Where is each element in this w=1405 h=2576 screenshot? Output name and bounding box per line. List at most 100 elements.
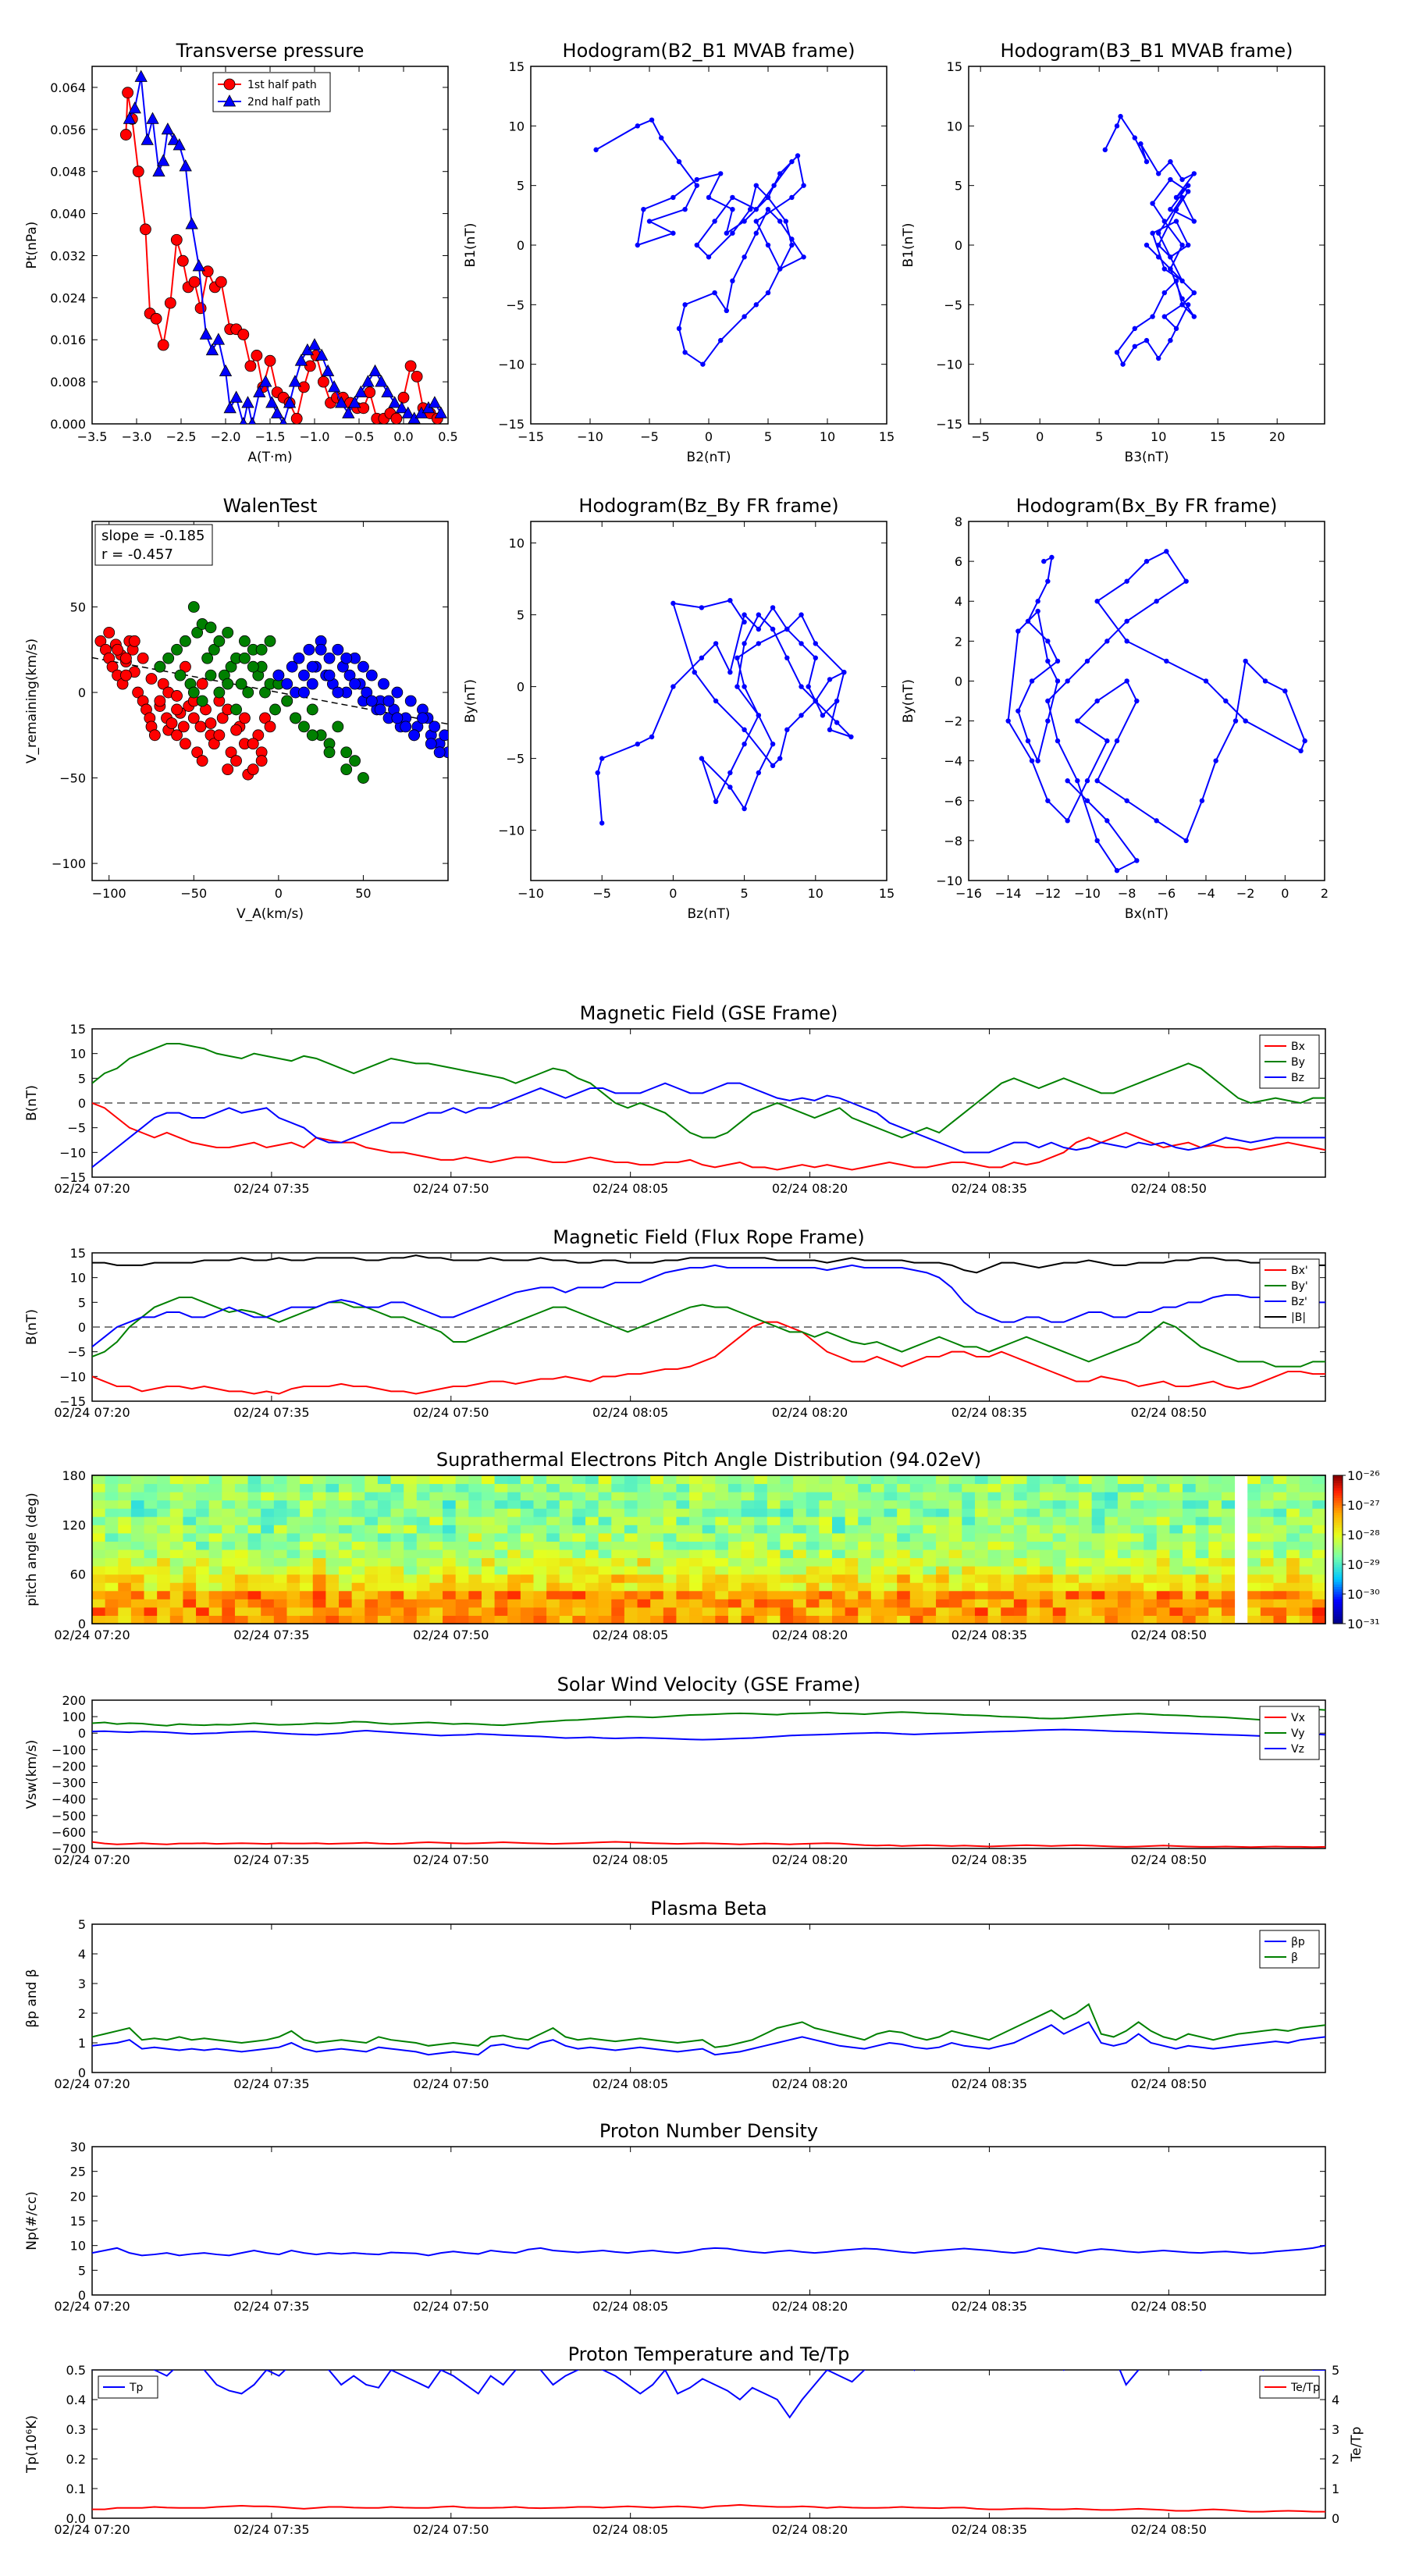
series-line [92,1102,1325,1171]
heatmap-cell [858,1557,872,1567]
heatmap-cell [650,1516,664,1525]
data-point [255,755,268,767]
heatmap-cell [987,1557,1001,1567]
plot-marks [92,2370,1325,2513]
heatmap-cell [819,1599,833,1608]
data-point [286,660,298,673]
heatmap-cell [870,1590,885,1599]
heatmap-cell [1273,1500,1287,1509]
data-point [706,194,712,201]
heatmap-cell [312,1475,326,1485]
heatmap-cell [559,1508,573,1517]
heatmap-cell [1065,1582,1080,1592]
heatmap-cell [1091,1582,1105,1592]
heatmap-cell [390,1508,404,1517]
heatmap-cell [377,1525,392,1534]
chart-ts_v: Solar Wind Velocity (GSE Frame)02/24 07:… [24,1674,1326,1867]
heatmap-cell [715,1525,729,1534]
heatmap-cell [806,1606,820,1616]
heatmap-cell [948,1590,962,1599]
heatmap-cell [222,1590,236,1599]
heatmap-cell [1013,1508,1027,1517]
y-tick-label: −15 [59,1170,86,1185]
y-tick-label: −50 [59,771,86,786]
heatmap-cell [1221,1483,1236,1493]
data-point [374,703,386,716]
heatmap-cell [1130,1525,1144,1534]
heatmap-cell [455,1541,469,1550]
colorbar-cell [1333,1497,1343,1501]
heatmap-cell [1221,1492,1236,1501]
series-line [92,1082,1325,1169]
annotation-text: r = -0.457 [101,546,173,563]
heatmap-cell [247,1492,261,1501]
data-point [180,660,191,673]
heatmap-cell [144,1475,158,1485]
y-tick-label: 0.0 [66,2511,86,2526]
heatmap-cell [974,1516,989,1525]
data-point [259,712,271,724]
y-tick-label: 0 [1332,2511,1339,2526]
data-point [1016,708,1021,713]
heatmap-cell [780,1500,794,1509]
heatmap-cell [520,1492,534,1501]
heatmap-cell [286,1475,301,1485]
heatmap-cell [974,1574,989,1583]
y-tick-label: 0 [955,674,962,688]
x-tick-label: 10 [1151,429,1166,444]
heatmap-cell [377,1508,392,1517]
data-point [242,686,254,699]
heatmap-cell [870,1599,885,1608]
x-tick-label: 02/24 08:20 [772,1628,848,1642]
heatmap-cell [118,1525,132,1534]
data-point [264,354,276,367]
heatmap-cell [948,1541,962,1550]
heatmap-cell [507,1532,521,1542]
heatmap-cell [585,1615,599,1624]
heatmap-cell [1156,1516,1170,1525]
heatmap-cell [1169,1566,1183,1575]
heatmap-cell [1091,1516,1105,1525]
heatmap-cell [987,1500,1001,1509]
y-tick-label: −700 [52,1841,86,1856]
heatmap-cell [689,1615,703,1624]
data-point [599,756,605,761]
heatmap-cell [546,1541,560,1550]
heatmap-cell [546,1475,560,1485]
data-point [298,669,310,681]
data-point [1114,868,1120,873]
heatmap-cell [1195,1532,1209,1542]
heatmap-cell [832,1550,846,1559]
colorbar-cell [1333,1611,1343,1614]
heatmap-cell [1208,1590,1222,1599]
heatmap-cell [870,1574,885,1583]
heatmap-cell [897,1541,911,1550]
heatmap-cell [702,1590,716,1599]
data-point [388,396,401,408]
heatmap-cell [1195,1541,1209,1550]
heatmap-cell [300,1590,314,1599]
colorbar-cell [1333,1554,1343,1557]
heatmap-cell [1221,1532,1236,1542]
colorbar-cell [1333,1529,1343,1533]
heatmap-cell [1169,1557,1183,1567]
heatmap-cell [1156,1574,1170,1583]
data-point [599,820,605,826]
heatmap-cell [546,1606,560,1616]
heatmap-cell [624,1615,638,1624]
heatmap-cell [234,1557,249,1567]
heatmap-cell [727,1532,742,1542]
heatmap-cell [987,1475,1001,1485]
heatmap-cell [1040,1475,1054,1485]
heatmap-cell [1260,1599,1274,1608]
heatmap-cell [767,1483,781,1493]
x-tick-label: 02/24 08:35 [951,1852,1027,1867]
heatmap-cell [208,1590,222,1599]
heatmap-cell [300,1557,314,1567]
data-point [265,396,279,408]
heatmap-cell [286,1599,301,1608]
heatmap-cell [1130,1599,1144,1608]
heatmap-cell [300,1541,314,1550]
data-point [365,695,378,707]
data-point [343,669,356,681]
